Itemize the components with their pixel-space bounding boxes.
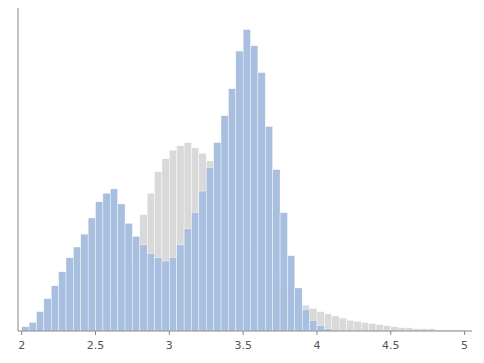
bar bbox=[132, 236, 139, 331]
bar bbox=[273, 170, 280, 332]
bar bbox=[155, 172, 162, 331]
bar bbox=[199, 191, 206, 331]
x-tick bbox=[169, 331, 170, 335]
bar bbox=[147, 193, 154, 331]
x-tick-label: 2.5 bbox=[87, 339, 105, 352]
x-tick-label: 2 bbox=[18, 339, 25, 352]
bar bbox=[73, 247, 80, 331]
bar bbox=[302, 305, 309, 331]
bar bbox=[184, 143, 191, 331]
bar bbox=[177, 245, 184, 331]
bar bbox=[184, 229, 191, 331]
y-axis-line bbox=[18, 8, 19, 331]
x-tick-label: 3.5 bbox=[234, 339, 252, 352]
bar bbox=[169, 258, 176, 331]
x-tick bbox=[243, 331, 244, 335]
bar bbox=[310, 320, 317, 331]
bars bbox=[22, 30, 465, 331]
bar bbox=[251, 46, 258, 331]
bar bbox=[125, 223, 132, 331]
bar bbox=[66, 258, 73, 331]
bar bbox=[243, 30, 250, 331]
bar bbox=[147, 253, 154, 331]
bar bbox=[324, 314, 331, 331]
bar bbox=[177, 146, 184, 331]
bar bbox=[191, 213, 198, 331]
bar bbox=[287, 256, 294, 331]
x-axis-line bbox=[18, 331, 472, 332]
bar bbox=[376, 325, 383, 331]
bar bbox=[169, 150, 176, 331]
bar bbox=[391, 327, 398, 331]
bar bbox=[214, 143, 221, 331]
bar bbox=[140, 245, 147, 331]
bar bbox=[317, 326, 324, 331]
x-tick-label: 3 bbox=[166, 339, 173, 352]
series bbox=[22, 30, 332, 331]
bar bbox=[317, 312, 324, 331]
bar bbox=[103, 193, 110, 331]
x-tick bbox=[21, 331, 22, 335]
bar bbox=[110, 189, 117, 331]
bar bbox=[162, 261, 169, 331]
bar bbox=[59, 272, 66, 331]
bar bbox=[96, 202, 103, 331]
bar bbox=[339, 318, 346, 331]
chart: 2 2.5 3 3.5 4 4.5 5 bbox=[0, 0, 484, 363]
x-tick-label: 5 bbox=[461, 339, 468, 352]
bar bbox=[369, 323, 376, 331]
bar bbox=[280, 213, 287, 331]
bar bbox=[162, 159, 169, 331]
bar bbox=[295, 288, 302, 331]
bar bbox=[310, 308, 317, 331]
bar bbox=[191, 148, 198, 331]
bar bbox=[265, 126, 272, 331]
bar bbox=[347, 320, 354, 331]
series bbox=[110, 143, 464, 331]
x-tick bbox=[464, 331, 465, 335]
bar bbox=[155, 258, 162, 331]
bar bbox=[81, 234, 88, 331]
bar bbox=[206, 167, 213, 331]
bar bbox=[29, 322, 36, 331]
bar bbox=[44, 299, 51, 331]
bar bbox=[332, 316, 339, 331]
bar bbox=[88, 218, 95, 331]
bar bbox=[36, 312, 43, 331]
bar bbox=[383, 326, 390, 331]
x-tick bbox=[95, 331, 96, 335]
bar bbox=[199, 153, 206, 331]
bar bbox=[354, 321, 361, 331]
bar bbox=[140, 215, 147, 331]
x-tick bbox=[390, 331, 391, 335]
bar bbox=[302, 309, 309, 331]
bar bbox=[51, 286, 58, 331]
bar bbox=[118, 204, 125, 331]
bar bbox=[221, 116, 228, 331]
bar bbox=[206, 161, 213, 331]
x-tick bbox=[316, 331, 317, 335]
bar bbox=[22, 327, 29, 331]
bar bbox=[258, 73, 265, 331]
bar bbox=[361, 322, 368, 331]
bar bbox=[228, 89, 235, 331]
x-tick-label: 4.5 bbox=[382, 339, 400, 352]
x-tick-label: 4 bbox=[313, 339, 320, 352]
bar bbox=[236, 51, 243, 331]
